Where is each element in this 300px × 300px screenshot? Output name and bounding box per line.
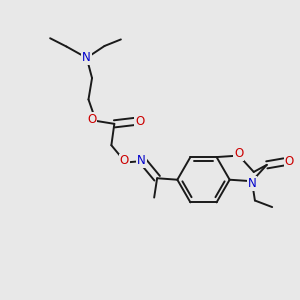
Text: O: O [285,155,294,168]
Text: O: O [135,115,145,128]
Text: N: N [137,154,146,167]
Text: O: O [234,147,244,160]
Text: N: N [82,51,91,64]
Text: N: N [248,177,256,190]
Text: O: O [87,113,96,126]
Text: O: O [119,154,129,167]
